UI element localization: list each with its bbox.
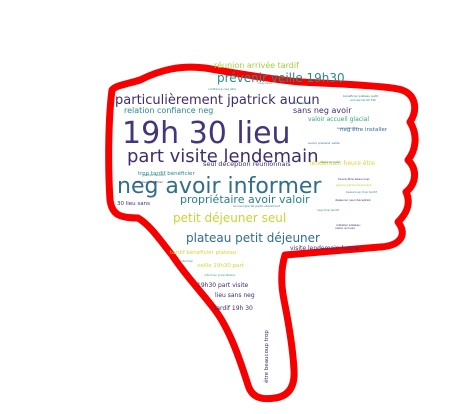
word-cloud-term: informer xyxy=(180,259,194,263)
word-cloud-term: sans neg avoir xyxy=(293,106,352,115)
word-cloud-term: avoir informer xyxy=(337,126,359,130)
word-cloud-term: heure être beaucoup xyxy=(338,177,369,181)
word-cloud-term: déjeuner seul déception xyxy=(335,198,371,202)
word-cloud-term: veille 19h30 part xyxy=(197,263,245,269)
word-cloud-term: tardif 19h 30 xyxy=(214,305,253,312)
word-cloud-term: relation confiance neg xyxy=(124,106,213,115)
word-cloud-term: seul déception réunionnais xyxy=(203,160,291,168)
word-cloud-term: particulièrement jpatrick aucun xyxy=(115,93,320,108)
word-cloud-term: beaucoup trop tardif xyxy=(346,190,378,194)
word-cloud-term: réunion arrivée tardif xyxy=(214,60,299,70)
word-cloud-term: glacial particulièrement xyxy=(336,183,372,187)
word-cloud-term: propriétaire avoir valoir xyxy=(180,193,310,206)
word-cloud-term: installer plateau xyxy=(336,223,360,227)
word-cloud-term: lendemain heure être xyxy=(310,160,375,167)
word-cloud-term: aucun prévenir veille xyxy=(308,141,340,145)
word-cloud-term: bénéficier plateau petit xyxy=(343,94,379,98)
word-cloud-term: petit déjeuner xyxy=(290,101,312,105)
word-cloud-term: neg avoir informer xyxy=(117,174,322,199)
word-cloud-term: prévenir veille 19h30 xyxy=(217,71,345,85)
word-cloud-term: accueil glacial particulièrement xyxy=(233,204,281,208)
word-cloud-term: arrivée tardif 19h xyxy=(350,98,376,102)
words-layer: 19h 30 lieu neg avoir informer part visite… xyxy=(115,60,388,383)
word-cloud-term: lieu sans neg xyxy=(215,292,255,299)
word-cloud-term: neg être installer xyxy=(340,126,388,133)
thumbs-down-outline xyxy=(105,63,419,403)
word-cloud-term: plateau petit déjeuner xyxy=(186,231,320,245)
word-cloud-term: trop tardif bénéficier xyxy=(138,170,195,177)
word-cloud-term: être beaucoup trop xyxy=(263,330,270,383)
word-cloud-term: valoir accueil xyxy=(335,226,355,230)
word-cloud-term: valoir accueil glacial xyxy=(308,116,369,123)
word-cloud-term: 19h 30 lieu xyxy=(122,116,291,151)
word-cloud-term: part visite lendemain xyxy=(127,146,318,167)
word-cloud-term: neg trop tardif xyxy=(317,208,340,212)
word-cloud-term: neg avoir xyxy=(258,81,273,85)
word-cloud-term: informer propriétaire xyxy=(204,273,236,277)
word-cloud-term: 19h30 part visite xyxy=(197,282,249,289)
word-cloud-term: confiance neg être xyxy=(208,87,236,91)
word-cloud-term: visite lendemain heure xyxy=(290,245,359,252)
word-cloud-term: neg avoir informer xyxy=(135,180,164,184)
word-cloud-term: 30 lieu sans xyxy=(117,201,150,207)
word-cloud-term: jpatrick réunion xyxy=(141,173,166,177)
word-cloud-term: valoir accueil xyxy=(320,160,340,164)
word-cloud-term: petit déjeuner seul xyxy=(173,211,286,225)
word-cloud-term: tardif bénéficier plateau xyxy=(170,249,236,256)
